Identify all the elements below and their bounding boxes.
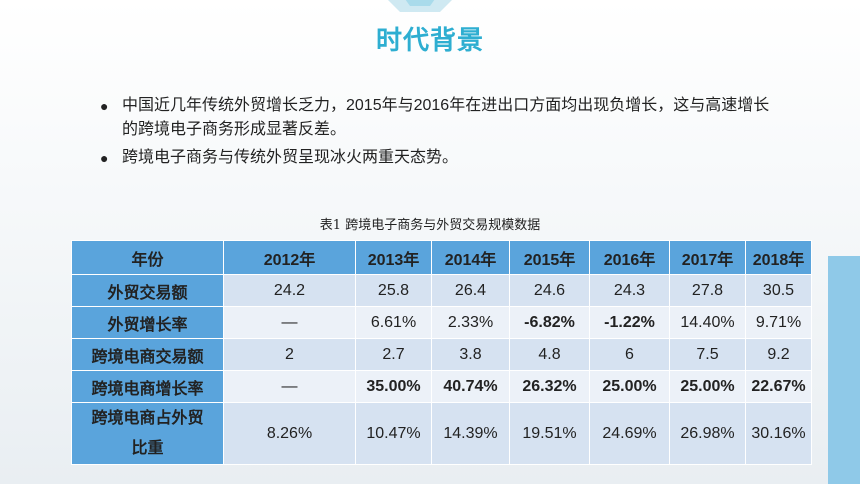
table-cell: 2.7 bbox=[355, 338, 432, 371]
bullet-dot-icon: ● bbox=[100, 150, 109, 166]
table-row: 外贸交易额 24.2 25.8 26.4 24.6 24.3 27.8 30.5 bbox=[71, 274, 812, 307]
header-cell: 2018年 bbox=[745, 240, 812, 275]
table-row: 外贸增长率 — 6.61% 2.33% -6.82% -1.22% 14.40%… bbox=[71, 306, 812, 339]
table-cell: — bbox=[223, 306, 356, 339]
row-label: 跨境电商占外贸 比重 bbox=[71, 402, 224, 465]
header-cell: 2013年 bbox=[355, 240, 432, 275]
top-decoration bbox=[388, 0, 452, 12]
table-cell: 2.33% bbox=[431, 306, 510, 339]
row-label: 外贸交易额 bbox=[71, 274, 224, 307]
row-label: 跨境电商交易额 bbox=[71, 338, 224, 371]
bullet-dot-icon: ● bbox=[100, 98, 109, 114]
header-cell: 2016年 bbox=[589, 240, 670, 275]
row-label-line: 比重 bbox=[131, 439, 164, 457]
table-cell: 14.40% bbox=[669, 306, 746, 339]
table-cell: 14.39% bbox=[431, 402, 510, 465]
table-cell: — bbox=[223, 370, 356, 403]
table-cell: 24.6 bbox=[509, 274, 590, 307]
table-cell: 26.98% bbox=[669, 402, 746, 465]
table-cell: 25.00% bbox=[669, 370, 746, 403]
table-cell: 19.51% bbox=[509, 402, 590, 465]
header-cell: 2015年 bbox=[509, 240, 590, 275]
table-cell: -6.82% bbox=[509, 306, 590, 339]
row-label: 外贸增长率 bbox=[71, 306, 224, 339]
table-cell: 24.69% bbox=[589, 402, 670, 465]
table-row: 跨境电商增长率 — 35.00% 40.74% 26.32% 25.00% 25… bbox=[71, 370, 812, 403]
header-cell: 2014年 bbox=[431, 240, 510, 275]
table-cell: 22.67% bbox=[745, 370, 812, 403]
bullet-item: ● 中国近几年传统外贸增长乏力，2015年与2016年在进出口方面均出现负增长，… bbox=[100, 94, 780, 142]
table-cell: 35.00% bbox=[355, 370, 432, 403]
table-row: 跨境电商占外贸 比重 8.26% 10.47% 14.39% 19.51% 24… bbox=[71, 402, 812, 465]
bullet-item: ● 跨境电子商务与传统外贸呈现冰火两重天态势。 bbox=[100, 146, 780, 170]
table-cell: 24.3 bbox=[589, 274, 670, 307]
table-cell: 4.8 bbox=[509, 338, 590, 371]
table-cell: 10.47% bbox=[355, 402, 432, 465]
table-row: 跨境电商交易额 2 2.7 3.8 4.8 6 7.5 9.2 bbox=[71, 338, 812, 371]
header-cell: 2017年 bbox=[669, 240, 746, 275]
bullet-text: 跨境电子商务与传统外贸呈现冰火两重天态势。 bbox=[122, 149, 459, 166]
table-cell: 30.5 bbox=[745, 274, 812, 307]
table-cell: 26.4 bbox=[431, 274, 510, 307]
table-cell: 40.74% bbox=[431, 370, 510, 403]
table-cell: 6 bbox=[589, 338, 670, 371]
table-header-row: 年份 2012年 2013年 2014年 2015年 2016年 2017年 2… bbox=[71, 240, 812, 275]
table-cell: 30.16% bbox=[745, 402, 812, 465]
side-decoration-band bbox=[828, 256, 860, 484]
table-cell: 24.2 bbox=[223, 274, 356, 307]
table-cell: 9.71% bbox=[745, 306, 812, 339]
row-label: 跨境电商增长率 bbox=[71, 370, 224, 403]
page-title: 时代背景 bbox=[375, 26, 484, 56]
table-cell: 8.26% bbox=[223, 402, 356, 465]
trade-data-table: 年份 2012年 2013年 2014年 2015年 2016年 2017年 2… bbox=[71, 240, 812, 465]
header-cell: 2012年 bbox=[223, 240, 356, 275]
table-cell: 26.32% bbox=[509, 370, 590, 403]
table-cell: -1.22% bbox=[589, 306, 670, 339]
table-caption: 表1 跨境电子商务与外贸交易规模数据 bbox=[319, 218, 541, 233]
table-cell: 25.00% bbox=[589, 370, 670, 403]
bullet-list: ● 中国近几年传统外贸增长乏力，2015年与2016年在进出口方面均出现负增长，… bbox=[100, 94, 780, 170]
table-cell: 2 bbox=[223, 338, 356, 371]
table-cell: 27.8 bbox=[669, 274, 746, 307]
table-cell: 6.61% bbox=[355, 306, 432, 339]
table-cell: 9.2 bbox=[745, 338, 812, 371]
bullet-text: 中国近几年传统外贸增长乏力，2015年与2016年在进出口方面均出现负增长，这与… bbox=[122, 97, 770, 138]
table-cell: 25.8 bbox=[355, 274, 432, 307]
table-cell: 3.8 bbox=[431, 338, 510, 371]
header-cell: 年份 bbox=[71, 240, 224, 275]
table-cell: 7.5 bbox=[669, 338, 746, 371]
row-label-line: 跨境电商占外贸 bbox=[91, 409, 204, 427]
